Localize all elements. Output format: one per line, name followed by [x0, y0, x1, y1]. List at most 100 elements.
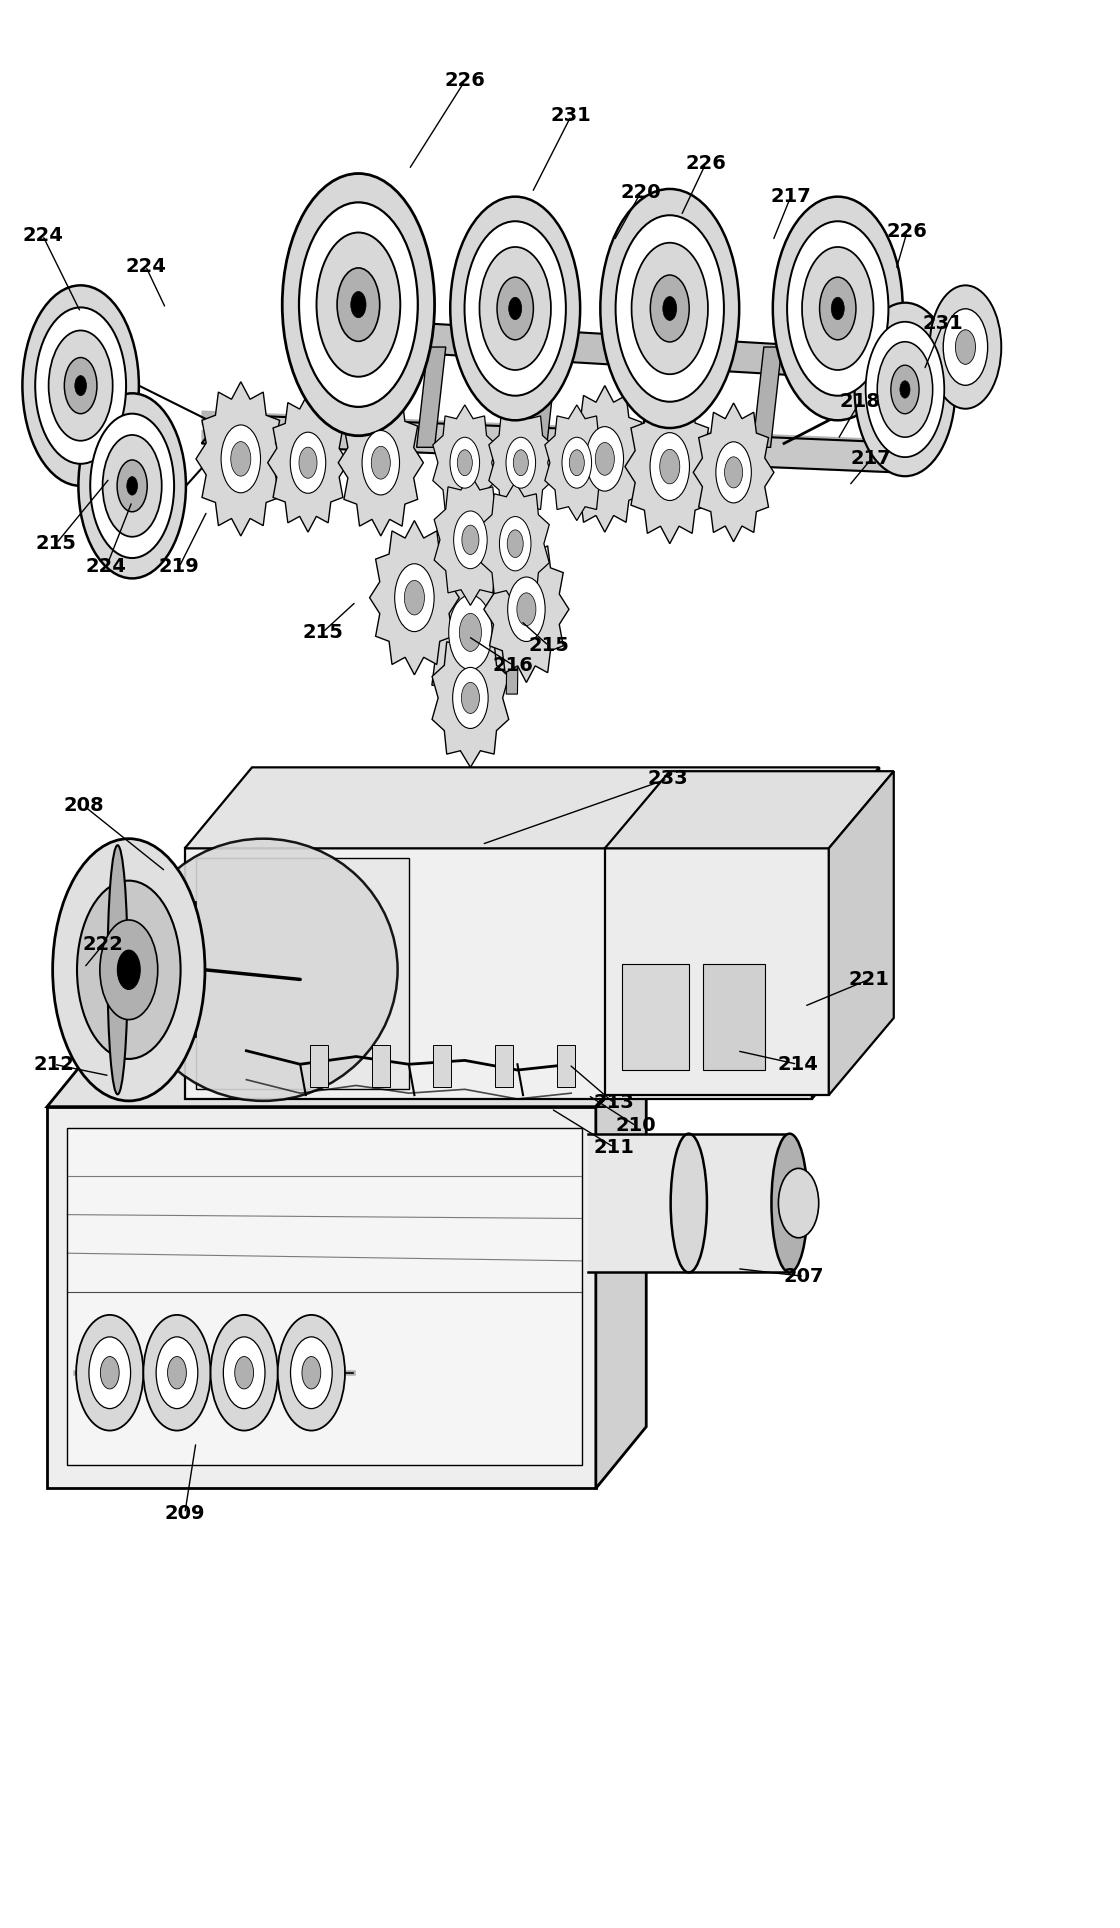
Circle shape — [866, 322, 944, 457]
Circle shape — [877, 341, 933, 438]
Polygon shape — [544, 405, 609, 521]
Circle shape — [450, 197, 580, 420]
Ellipse shape — [772, 1134, 808, 1272]
Circle shape — [450, 438, 479, 488]
Text: 210: 210 — [616, 1116, 656, 1136]
Circle shape — [371, 445, 391, 480]
Text: 224: 224 — [86, 557, 127, 576]
Polygon shape — [202, 415, 918, 472]
Circle shape — [77, 881, 180, 1058]
Polygon shape — [812, 767, 879, 1099]
Circle shape — [449, 596, 492, 669]
Circle shape — [127, 476, 138, 495]
Text: 220: 220 — [620, 183, 661, 202]
Bar — [557, 1045, 575, 1087]
Text: 222: 222 — [83, 935, 123, 954]
Circle shape — [465, 222, 566, 395]
Circle shape — [290, 432, 326, 494]
Circle shape — [650, 432, 690, 501]
Polygon shape — [562, 386, 647, 532]
Text: 215: 215 — [302, 623, 343, 642]
Circle shape — [955, 330, 976, 364]
Polygon shape — [417, 347, 446, 447]
Circle shape — [394, 563, 435, 632]
Bar — [310, 1045, 328, 1087]
Text: 233: 233 — [647, 769, 688, 789]
Circle shape — [506, 438, 535, 488]
Circle shape — [900, 380, 909, 397]
Text: 226: 226 — [887, 222, 927, 241]
Circle shape — [231, 442, 251, 476]
Polygon shape — [484, 536, 569, 683]
Circle shape — [660, 449, 680, 484]
Text: 214: 214 — [777, 1055, 818, 1074]
Circle shape — [118, 461, 147, 511]
Text: 215: 215 — [36, 534, 76, 553]
Circle shape — [211, 1315, 278, 1431]
Polygon shape — [596, 1045, 646, 1488]
Text: 208: 208 — [64, 796, 104, 816]
Circle shape — [337, 268, 380, 341]
Circle shape — [282, 174, 435, 436]
Circle shape — [168, 1357, 186, 1388]
Text: 224: 224 — [22, 226, 63, 245]
Circle shape — [48, 330, 113, 442]
Polygon shape — [488, 405, 553, 521]
Polygon shape — [314, 318, 829, 376]
Circle shape — [53, 839, 205, 1101]
Circle shape — [76, 1315, 143, 1431]
Text: 209: 209 — [165, 1504, 205, 1523]
Circle shape — [317, 233, 400, 376]
Polygon shape — [370, 521, 459, 675]
Circle shape — [600, 189, 739, 428]
Circle shape — [725, 457, 743, 488]
Circle shape — [500, 517, 531, 571]
Circle shape — [890, 364, 920, 415]
Circle shape — [100, 920, 158, 1020]
Circle shape — [223, 1336, 265, 1409]
Circle shape — [118, 951, 140, 989]
Text: 217: 217 — [771, 187, 811, 206]
Polygon shape — [829, 771, 894, 1095]
Polygon shape — [506, 463, 521, 694]
Circle shape — [22, 285, 139, 486]
Circle shape — [78, 393, 186, 578]
Circle shape — [64, 357, 97, 415]
Circle shape — [716, 442, 752, 503]
Polygon shape — [166, 902, 196, 1037]
Circle shape — [831, 297, 844, 320]
Polygon shape — [67, 1128, 582, 1465]
Circle shape — [569, 449, 585, 476]
Polygon shape — [625, 389, 715, 544]
Polygon shape — [529, 347, 558, 447]
Circle shape — [651, 276, 689, 341]
Circle shape — [787, 222, 888, 395]
Circle shape — [75, 376, 86, 395]
Circle shape — [290, 1336, 333, 1409]
Circle shape — [943, 308, 988, 386]
Circle shape — [855, 303, 955, 476]
Circle shape — [404, 580, 424, 615]
Text: 221: 221 — [849, 970, 889, 989]
Circle shape — [235, 1357, 253, 1388]
Circle shape — [88, 1336, 131, 1409]
Circle shape — [497, 278, 533, 339]
Bar — [433, 1045, 451, 1087]
Polygon shape — [47, 1107, 596, 1488]
Circle shape — [457, 449, 473, 476]
Circle shape — [820, 278, 856, 339]
Text: 207: 207 — [784, 1267, 824, 1286]
Ellipse shape — [108, 844, 128, 1095]
Circle shape — [663, 297, 676, 320]
Circle shape — [459, 613, 482, 652]
Circle shape — [278, 1315, 345, 1431]
Circle shape — [507, 576, 545, 642]
Circle shape — [454, 511, 487, 569]
Polygon shape — [338, 389, 423, 536]
Text: 219: 219 — [159, 557, 199, 576]
Circle shape — [513, 449, 529, 476]
Circle shape — [586, 426, 624, 492]
Text: 215: 215 — [529, 636, 569, 656]
Polygon shape — [47, 1045, 646, 1107]
Circle shape — [773, 197, 903, 420]
